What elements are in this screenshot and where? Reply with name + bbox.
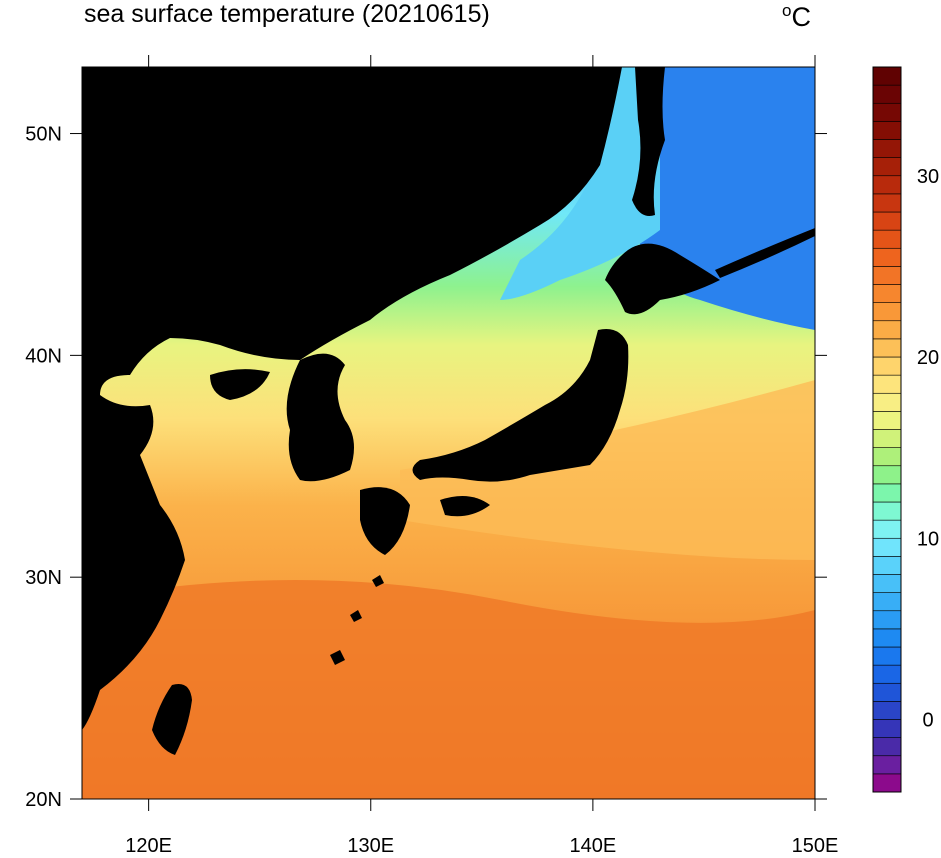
colorbar-swatch	[872, 501, 902, 521]
shikoku-island	[440, 496, 490, 517]
colorbar-swatch	[872, 175, 902, 195]
colorbar-swatch	[872, 139, 902, 158]
shandong-peninsula	[210, 369, 270, 400]
colorbar-swatch	[872, 519, 902, 539]
sst-field	[82, 67, 815, 799]
map-title: sea surface temperature (20210615)	[84, 0, 490, 28]
colorbar-swatch	[872, 157, 902, 177]
taiwan-island	[152, 684, 192, 755]
colorbar-label: 0	[922, 710, 933, 732]
unit-letter: C	[791, 2, 811, 32]
colorbar-swatch	[872, 737, 902, 757]
colorbar-swatch	[872, 374, 902, 394]
colorbar-swatch	[872, 84, 902, 104]
colorbar-swatch	[872, 302, 902, 322]
asian-mainland	[82, 67, 622, 730]
colorbar-swatch	[872, 447, 902, 467]
colorbar-swatch	[872, 121, 902, 140]
colorbar-swatch	[872, 537, 902, 557]
colorbar-swatch	[872, 211, 902, 231]
sakhalin-island	[632, 67, 665, 216]
colorbar-label: 10	[917, 528, 939, 550]
colorbar-swatch	[872, 465, 902, 485]
warm-water-region	[82, 580, 815, 799]
colorbar-swatch	[872, 719, 902, 738]
colorbar-swatch	[872, 483, 902, 503]
degree-sign: o	[782, 1, 792, 20]
lat-tick-label: 20N	[25, 789, 62, 811]
axis-ticks: 120E 130E 140E 150E 20N 30N 40N 50N	[25, 55, 838, 857]
colorbar-label: 30	[917, 166, 939, 188]
cool-water-region	[500, 67, 660, 300]
subtropical-water-region	[400, 380, 815, 560]
colorbar-swatch	[872, 646, 902, 666]
lat-tick-label: 50N	[25, 124, 62, 146]
colorbar-swatch	[872, 102, 902, 122]
colorbar-swatch	[872, 556, 902, 575]
kyushu-island	[360, 487, 410, 555]
colorbar-swatch	[872, 356, 902, 376]
unit-label: oC	[782, 1, 811, 33]
colorbar-label: 20	[917, 347, 939, 369]
honshu-island	[412, 329, 629, 482]
ryukyu-islands	[330, 575, 384, 665]
colorbar-swatch	[872, 411, 902, 430]
colorbar-swatch	[872, 773, 902, 793]
colorbar-swatch	[872, 266, 902, 285]
colorbar-swatch	[872, 247, 902, 267]
korean-peninsula	[286, 353, 354, 482]
lon-tick-label: 130E	[347, 835, 394, 857]
colorbar-swatch	[872, 193, 902, 213]
colorbar-swatch	[872, 574, 902, 593]
kuril-islands	[715, 228, 815, 278]
colorbar-swatch	[872, 320, 902, 340]
lon-tick-label: 150E	[792, 835, 839, 857]
hokkaido-island	[605, 243, 720, 315]
lat-tick-label: 40N	[25, 345, 62, 367]
colorbar: 0 10 20 30	[872, 66, 939, 793]
colorbar-swatch	[872, 392, 902, 412]
colorbar-frame	[872, 66, 902, 793]
colorbar-swatch	[872, 592, 902, 612]
lon-tick-label: 120E	[125, 835, 172, 857]
colorbar-swatch	[872, 628, 902, 648]
colorbar-swatch	[872, 610, 902, 630]
lon-tick-label: 140E	[570, 835, 617, 857]
colorbar-swatch	[872, 701, 902, 720]
map-frame	[81, 66, 816, 800]
lat-tick-label: 30N	[25, 567, 62, 589]
colorbar-swatch	[872, 755, 902, 775]
colorbar-swatch	[872, 229, 902, 249]
colorbar-swatch	[872, 429, 902, 448]
colorbar-swatch	[872, 338, 902, 358]
colorbar-swatch	[872, 66, 902, 86]
colorbar-swatch	[872, 682, 902, 702]
colorbar-swatch	[872, 284, 902, 303]
colorbar-swatch	[872, 664, 902, 684]
